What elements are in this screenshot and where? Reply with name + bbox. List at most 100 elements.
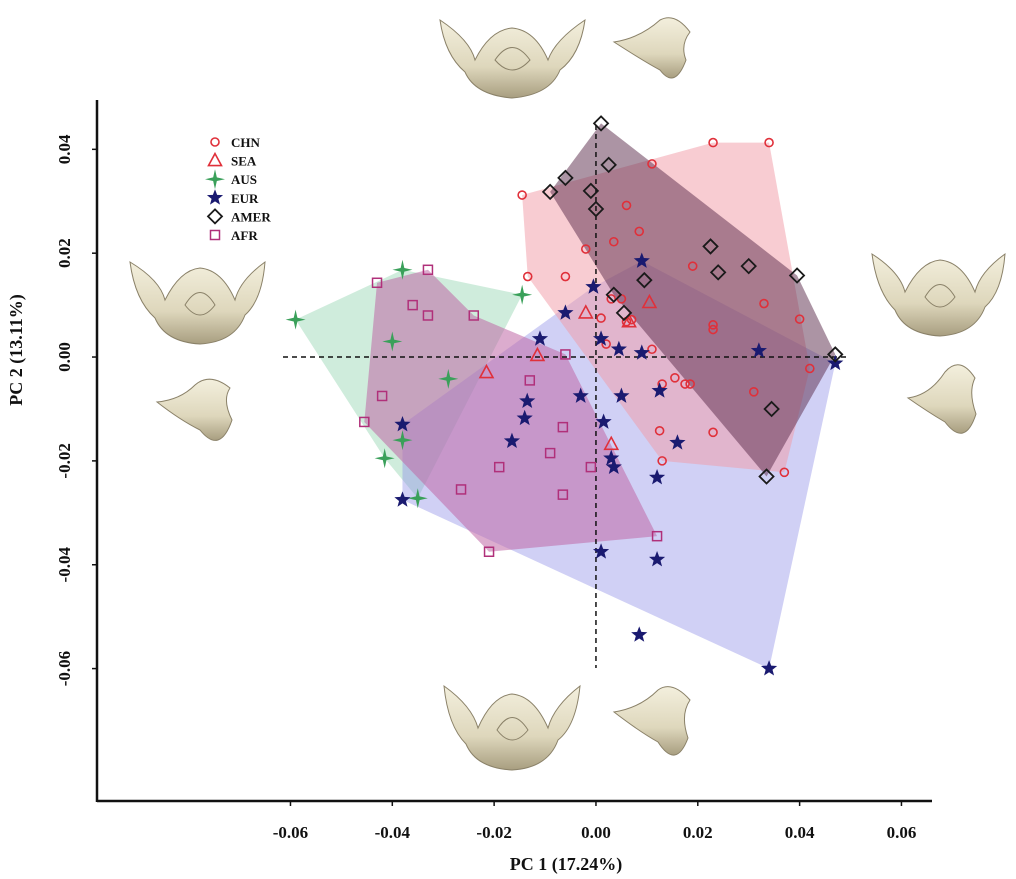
point-eur bbox=[760, 660, 778, 676]
point-sea bbox=[529, 346, 546, 362]
legend-marker-chn bbox=[210, 137, 220, 147]
x-tick-label: 0.04 bbox=[785, 823, 815, 842]
point-amer bbox=[592, 115, 610, 132]
point-chn bbox=[748, 387, 759, 397]
x-axis-title: PC 1 (17.24%) bbox=[510, 854, 622, 875]
point-eur bbox=[592, 543, 610, 559]
legend: CHN SEA AUS EUR AMER AFR bbox=[205, 135, 271, 243]
point-chn bbox=[708, 427, 718, 438]
x-tick-label: 0.00 bbox=[581, 823, 611, 842]
legend-label: EUR bbox=[231, 191, 259, 206]
y-tick-label: -0.02 bbox=[55, 443, 74, 478]
point-afr bbox=[557, 421, 569, 433]
point-chn bbox=[685, 379, 695, 389]
point-chn bbox=[626, 314, 637, 325]
skull-side-view-right bbox=[906, 364, 977, 434]
point-afr bbox=[422, 264, 434, 276]
point-chn bbox=[580, 244, 591, 254]
point-eur bbox=[631, 626, 648, 642]
legend-label: AFR bbox=[231, 228, 258, 243]
point-chn bbox=[522, 271, 533, 282]
point-aus bbox=[285, 309, 306, 330]
point-chn bbox=[794, 314, 805, 324]
y-tick-label: -0.06 bbox=[55, 651, 74, 686]
point-eur bbox=[633, 344, 650, 360]
hull-amer bbox=[550, 123, 836, 477]
point-aus bbox=[407, 488, 428, 509]
series-afr bbox=[359, 264, 663, 558]
point-amer bbox=[582, 182, 600, 200]
point-aus bbox=[392, 430, 413, 451]
legend-item-afr: AFR bbox=[209, 228, 258, 243]
legend-label: AUS bbox=[231, 172, 257, 187]
point-amer bbox=[557, 169, 574, 187]
point-chn bbox=[608, 236, 619, 247]
legend-marker-amer bbox=[206, 208, 224, 225]
y-axis-ticks: 0.04 0.02 0.00 -0.02 -0.04 -0.06 bbox=[55, 134, 97, 686]
point-aus bbox=[438, 368, 459, 389]
point-eur bbox=[572, 387, 589, 403]
point-chn bbox=[560, 271, 571, 282]
x-tick-label: -0.04 bbox=[375, 823, 411, 842]
point-afr bbox=[544, 447, 556, 459]
skull-side-view-left bbox=[155, 378, 233, 441]
y-tick-label: 0.04 bbox=[55, 134, 74, 164]
point-chn bbox=[759, 298, 769, 309]
series-aus bbox=[285, 259, 533, 509]
point-afr bbox=[524, 375, 536, 386]
point-eur bbox=[585, 278, 602, 294]
series-chn bbox=[517, 137, 815, 478]
legend-marker-afr bbox=[209, 229, 221, 241]
legend-label: SEA bbox=[231, 154, 257, 169]
point-chn bbox=[708, 320, 718, 330]
point-sea bbox=[603, 435, 620, 451]
point-eur bbox=[592, 330, 610, 346]
legend-marker-sea bbox=[207, 151, 223, 167]
x-tick-label: 0.02 bbox=[683, 823, 713, 842]
legend-marker-aus bbox=[205, 169, 225, 190]
point-afr bbox=[359, 416, 370, 428]
point-eur bbox=[595, 413, 612, 429]
point-amer bbox=[541, 183, 559, 201]
point-chn bbox=[596, 313, 606, 323]
point-chn bbox=[601, 339, 611, 349]
point-afr bbox=[651, 530, 663, 542]
point-aus bbox=[374, 448, 395, 469]
point-eur bbox=[610, 340, 627, 357]
point-chn bbox=[621, 200, 632, 211]
point-chn bbox=[680, 379, 690, 389]
legend-item-aus: AUS bbox=[205, 169, 257, 190]
group-points bbox=[285, 115, 844, 676]
point-afr bbox=[560, 349, 571, 360]
x-tick-label: -0.02 bbox=[476, 823, 511, 842]
point-sea bbox=[577, 304, 594, 319]
point-chn bbox=[708, 137, 718, 148]
point-sea bbox=[478, 363, 495, 379]
point-eur bbox=[750, 342, 767, 358]
point-amer bbox=[605, 286, 623, 303]
point-aus bbox=[392, 259, 413, 280]
point-sea bbox=[621, 313, 637, 328]
point-eur bbox=[394, 491, 411, 507]
point-eur bbox=[648, 469, 666, 485]
point-amer bbox=[709, 264, 727, 281]
y-axis-title: PC 2 (13.11%) bbox=[6, 294, 27, 406]
y-tick-label: 0.00 bbox=[55, 342, 74, 372]
point-amer bbox=[826, 346, 844, 363]
skull-front-view-right bbox=[871, 252, 1006, 337]
y-tick-label: -0.04 bbox=[55, 547, 74, 583]
point-amer bbox=[788, 267, 806, 284]
point-eur bbox=[394, 416, 411, 432]
point-afr bbox=[376, 390, 388, 402]
point-eur bbox=[603, 449, 620, 466]
series-amer bbox=[541, 115, 844, 485]
skull-side-view-bottom bbox=[612, 686, 691, 756]
point-eur bbox=[651, 382, 668, 398]
y-tick-label: 0.02 bbox=[55, 238, 74, 268]
skull-front-view-left bbox=[129, 260, 266, 345]
point-eur bbox=[503, 432, 521, 449]
point-afr bbox=[468, 310, 480, 321]
point-amer bbox=[740, 257, 757, 275]
point-amer bbox=[636, 271, 653, 289]
